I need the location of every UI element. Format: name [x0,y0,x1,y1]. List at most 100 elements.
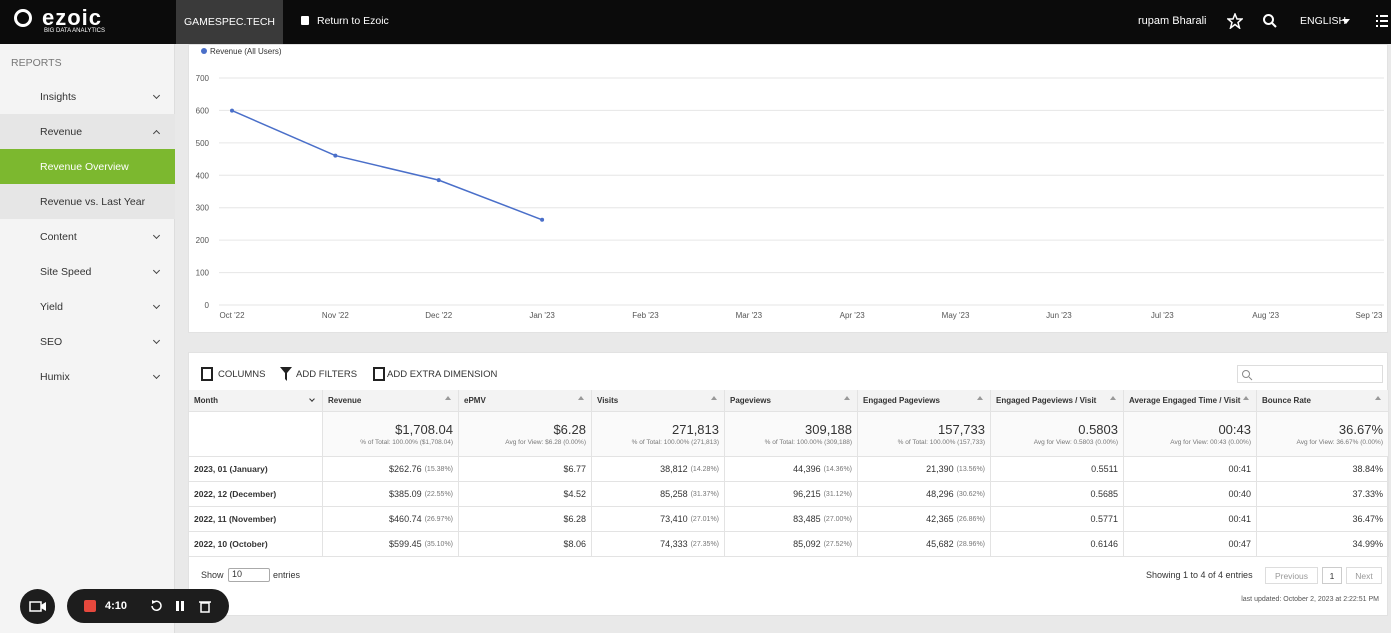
cell-percent: (13.56%) [956,465,985,473]
cell-value: $6.28 [563,514,586,524]
dimension-button[interactable]: ADD EXTRA DIMENSION [387,369,498,380]
restart-icon[interactable] [149,599,163,613]
table-cell: $599.45 (35.10%) [323,532,459,557]
chevron [152,91,161,100]
table-cell: 45,682 (28.96%) [858,532,991,557]
x-tick-label: Jun '23 [1046,311,1072,320]
cell-percent: (27.01%) [690,515,719,523]
next-button[interactable]: Next [1346,567,1382,584]
table-cell: 96,215 (31.12%) [725,482,858,507]
column-title: Revenue [328,396,362,405]
camera-icon [29,601,46,612]
cell-value: $4.52 [563,489,586,499]
column-header[interactable]: Engaged Pageviews / Visit [991,390,1124,412]
column-header[interactable]: ePMV [459,390,592,412]
table-cell: 0.5771 [991,507,1124,532]
table-cell: 0.5511 [991,457,1124,482]
cell-percent: (28.96%) [956,540,985,548]
y-tick-label: 400 [196,171,210,180]
point [333,153,338,158]
column-title: Engaged Pageviews [863,396,940,405]
sidebar-item[interactable]: Site Speed [0,254,175,289]
sidebar-label: Revenue [40,125,83,138]
column-header[interactable]: Average Engaged Time / Visit [1124,390,1257,412]
search-icon[interactable] [1262,13,1278,29]
table-cell: 85,258 (31.37%) [592,482,725,507]
table-cell: 34.99% [1257,532,1389,557]
point [230,108,234,113]
column-header[interactable]: Visits [592,390,725,412]
column-header[interactable]: Engaged Pageviews [858,390,991,412]
delete-icon[interactable] [198,599,212,613]
column-header[interactable]: Bounce Rate [1257,390,1389,412]
sidebar-item[interactable]: Revenue [0,114,175,149]
table-cell: 74,333 (27.35%) [592,532,725,557]
logo[interactable]: ezoic [42,5,103,30]
total-note: Avg for View: 36.67% (0.00%) [1296,439,1383,446]
site-tab[interactable]: GAMESPEC.TECH [176,0,283,44]
column-header[interactable]: Pageviews [725,390,858,412]
sort-icon [1243,396,1249,400]
x-tick-label: May '23 [942,311,970,320]
user-name[interactable]: rupam Bharali [1138,15,1207,27]
table-cell: 2022, 10 (October) [189,532,323,557]
language[interactable]: ENGLISH [1300,15,1347,27]
table-cell: $460.74 (26.97%) [323,507,459,532]
entries-label: entries [273,570,301,580]
column-header[interactable]: Month [189,390,323,412]
sidebar-heading: REPORTS [11,57,62,69]
cell-value: 83,485 [793,514,821,524]
table-cell: 00:41 [1124,507,1257,532]
columns-button[interactable]: COLUMNS [218,369,266,380]
cell-value: 37.33% [1352,489,1383,499]
menu-icon[interactable] [1376,14,1388,28]
cell-percent: (26.86%) [956,515,985,523]
x-tick-label: Dec '22 [425,311,452,320]
sidebar-item[interactable]: Humix [0,359,175,394]
sidebar-subitem[interactable]: Revenue vs. Last Year [0,184,175,219]
table-cell: 2022, 12 (December) [189,482,323,507]
pause-icon[interactable] [173,599,187,613]
y-tick-label: 500 [196,139,210,148]
sidebar-label: Insights [40,90,77,103]
column-title: Average Engaged Time / Visit [1129,396,1241,405]
chevron [152,336,161,345]
language-caret [1342,19,1350,24]
column-title: Pageviews [730,396,771,405]
last-updated: last updated: October 2, 2023 at 2:22:51… [1241,596,1379,603]
sidebar-subitem[interactable]: Revenue Overview [0,149,175,184]
sidebar-label: SEO [40,335,63,348]
table-panel: COLUMNS ADD FILTERS ADD EXTRA DIMENSION … [188,352,1389,616]
return-icon [301,16,309,25]
previous-button[interactable]: Previous [1265,567,1318,584]
logo-sub: BIG DATA ANALYTICS [44,28,106,34]
cell-value: 44,396 [793,464,821,474]
filters-button[interactable]: ADD FILTERS [296,369,358,380]
star-icon[interactable] [1227,13,1243,29]
sidebar-item[interactable]: Insights [0,79,175,114]
cell-value: 85,092 [793,539,821,549]
table-cell: 21,390 (13.56%) [858,457,991,482]
return-link[interactable]: Return to Ezoic [317,15,389,27]
total-note: Avg for View: 0.5803 (0.00%) [1033,439,1118,446]
x-tick-label: Nov '22 [322,311,349,320]
page-size-select[interactable]: 10 [228,568,270,582]
search-box[interactable] [1237,365,1383,383]
cell-percent: (22.55%) [424,490,453,498]
column-header[interactable]: Revenue [323,390,459,412]
dimension-icon [373,367,385,381]
page-button[interactable]: 1 [1322,567,1342,584]
table-cell: 73,410 (27.01%) [592,507,725,532]
chevron [152,371,161,380]
sidebar-item[interactable]: Content [0,219,175,254]
x-tick-label: Apr '23 [840,311,866,320]
stop-button[interactable] [84,600,96,612]
cell-value: 38.84% [1352,464,1383,474]
filter-icon [280,367,292,381]
sidebar-item[interactable]: Yield [0,289,175,324]
total-value: 00:43 [1218,422,1251,437]
x-tick-label: Jul '23 [1151,311,1174,320]
sidebar-item[interactable]: SEO [0,324,175,359]
camera-button[interactable] [20,589,55,624]
sidebar-label: Site Speed [40,265,92,278]
